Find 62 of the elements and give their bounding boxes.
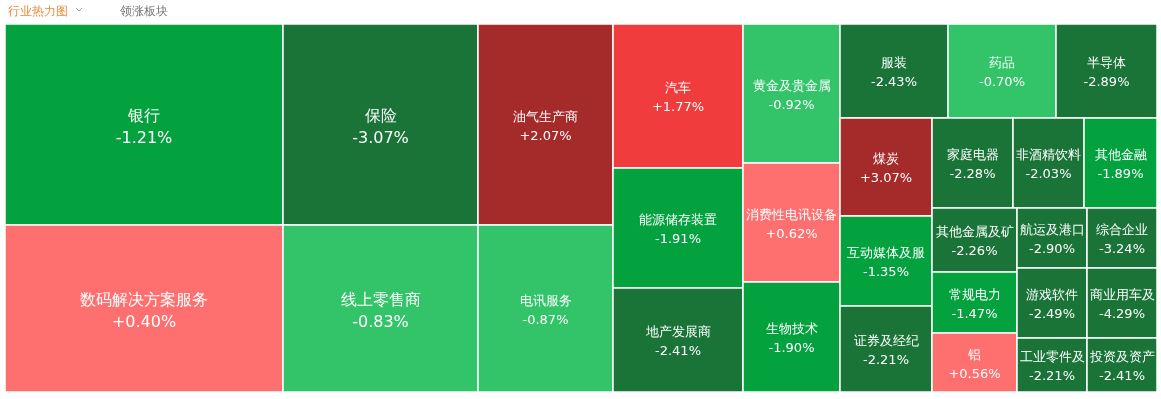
data-label: -0.87% xyxy=(522,311,569,327)
data-label: -1.47% xyxy=(951,305,998,321)
category-label: 电讯服务 xyxy=(519,292,572,308)
category-label: 其他金属及矿 xyxy=(935,224,1014,239)
data-label: +2.07% xyxy=(519,127,572,143)
data-label: -0.83% xyxy=(352,311,409,331)
category-label: 服装 xyxy=(881,55,907,70)
category-label: 非酒精饮料 xyxy=(1016,147,1081,162)
category-label: 商业用车及 xyxy=(1089,287,1155,302)
category-label: 证券及经纪 xyxy=(853,333,919,348)
data-label: -1.91% xyxy=(655,231,701,246)
category-label: 互动媒体及服 xyxy=(847,245,925,260)
data-label: -2.03% xyxy=(1025,166,1072,181)
data-label: -1.89% xyxy=(1097,166,1144,181)
data-label: -0.92% xyxy=(768,96,815,112)
category-label: 数码解决方案服务 xyxy=(80,289,208,309)
category-label: 半导体 xyxy=(1087,55,1126,70)
category-label: 常规电力 xyxy=(948,286,1001,302)
data-label: -2.43% xyxy=(871,74,917,89)
data-label: -4.29% xyxy=(1099,306,1145,321)
category-label: 汽车 xyxy=(665,80,691,95)
data-label: -3.24% xyxy=(1099,241,1145,256)
data-label: -1.35% xyxy=(863,264,909,279)
category-label: 其他金融 xyxy=(1094,147,1147,162)
data-label: +1.77% xyxy=(651,99,705,114)
data-label: -2.90% xyxy=(1029,241,1075,256)
data-label: -3.07% xyxy=(352,127,409,147)
category-label: 能源储存装置 xyxy=(639,212,717,227)
category-label: 药品 xyxy=(989,55,1015,70)
subtitle: 领涨板块 xyxy=(120,4,168,18)
data-label: -2.41% xyxy=(1099,368,1145,383)
category-label: 工业零件及 xyxy=(1019,349,1085,364)
category-label: 游戏软件 xyxy=(1026,287,1078,302)
data-label: -2.49% xyxy=(1029,306,1075,321)
title: 行业热力图 xyxy=(8,4,68,18)
category-label: 投资及资产 xyxy=(1088,349,1155,364)
data-label: -0.70% xyxy=(979,74,1025,89)
data-label: -2.21% xyxy=(1029,368,1075,383)
category-label: 地产发展商 xyxy=(644,324,711,339)
data-label: -2.89% xyxy=(1083,74,1130,89)
data-label: -1.21% xyxy=(115,127,173,147)
category-label: 航运及港口 xyxy=(1019,222,1085,237)
category-label: 消费性电讯设备 xyxy=(746,206,837,222)
data-label: +0.40% xyxy=(111,311,177,331)
category-label: 铝 xyxy=(967,346,981,362)
category-label: 家庭电器 xyxy=(946,147,999,162)
category-label: 黄金及贵金属 xyxy=(752,77,831,93)
data-label: -2.28% xyxy=(949,166,996,181)
data-label: -1.90% xyxy=(768,340,815,355)
category-label: 银行 xyxy=(127,105,160,125)
data-label: -2.41% xyxy=(655,343,701,358)
data-label: -2.21% xyxy=(863,352,909,367)
data-label: +0.62% xyxy=(765,225,818,241)
data-label: +3.07% xyxy=(859,170,913,185)
category-label: 煤炭 xyxy=(873,151,899,166)
data-label: -2.26% xyxy=(951,243,998,258)
category-label: 油气生产商 xyxy=(513,108,578,124)
category-label: 保险 xyxy=(364,105,397,125)
data-label: +0.56% xyxy=(948,365,1001,381)
category-label: 综合企业 xyxy=(1096,222,1148,237)
category-label: 线上零售商 xyxy=(340,289,421,309)
category-label: 生物技术 xyxy=(765,321,818,336)
